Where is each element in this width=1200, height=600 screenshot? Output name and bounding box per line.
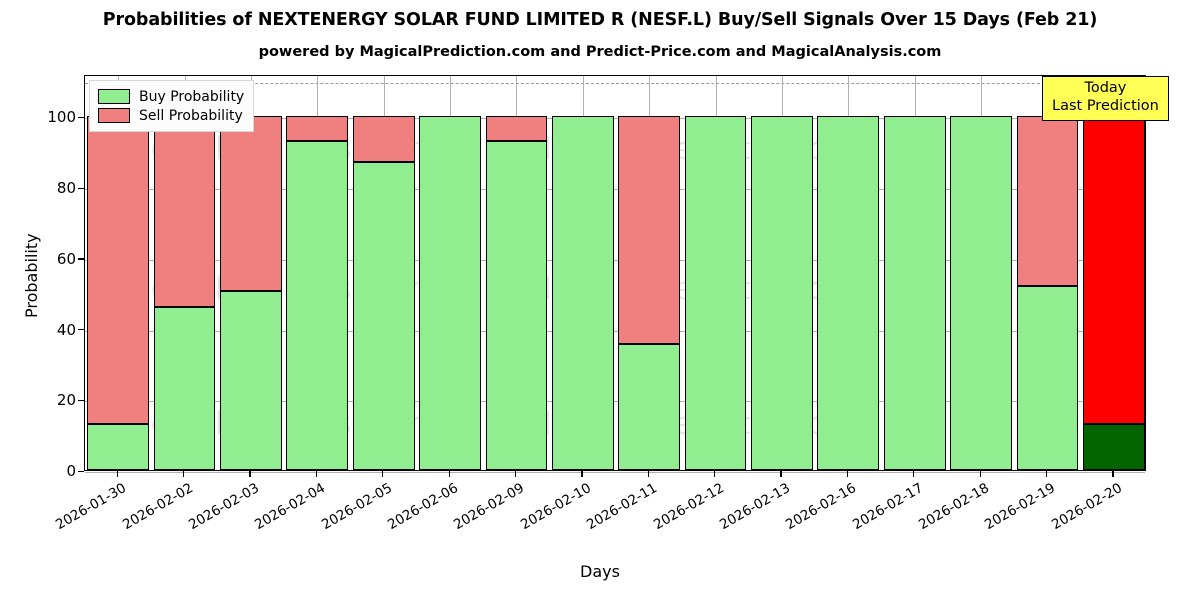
grid-line-horizontal	[85, 472, 1145, 473]
bar-segment-buy	[352, 162, 415, 470]
bar-segment-sell	[485, 116, 548, 142]
x-axis-tick-mark	[581, 471, 583, 477]
y-axis-tick-mark	[78, 399, 84, 401]
bar-2026-02-09[interactable]	[485, 74, 548, 470]
x-axis-tick-mark	[913, 471, 915, 477]
bar-segment-buy	[220, 291, 282, 470]
bar-segment-buy	[286, 141, 349, 470]
bar-2026-01-30[interactable]	[87, 74, 150, 470]
legend-label-buy: Buy Probability	[139, 88, 245, 105]
bar-2026-02-05[interactable]	[352, 74, 415, 470]
bar-2026-02-20[interactable]	[1082, 74, 1145, 470]
today-annotation-line1: Today	[1084, 80, 1127, 96]
bar-2026-02-04[interactable]	[286, 74, 349, 470]
x-axis-label: Days	[580, 562, 620, 581]
legend-label-sell: Sell Probability	[139, 107, 243, 124]
bar-segment-buy	[1016, 286, 1079, 470]
bar-segment-buy	[153, 307, 216, 470]
x-axis-tick-mark	[1045, 471, 1048, 477]
bar-segment-buy	[883, 116, 946, 470]
grid-line-horizontal	[85, 259, 1145, 261]
chart-legend: Buy Probability Sell Probability	[89, 80, 255, 132]
x-axis-tick-mark	[1112, 471, 1114, 477]
bar-segment-sell	[352, 116, 415, 163]
y-axis-tick-mark	[78, 329, 84, 331]
grid-line-horizontal	[85, 189, 1145, 191]
bar-segment-sell	[220, 116, 282, 292]
bar-2026-02-06[interactable]	[419, 74, 481, 470]
legend-swatch-sell	[98, 108, 130, 123]
bar-segment-sell	[87, 116, 150, 425]
bar-2026-02-03[interactable]	[220, 74, 282, 470]
grid-line-horizontal	[85, 118, 1145, 120]
bar-2026-02-10[interactable]	[551, 74, 614, 470]
x-axis-tick-mark	[315, 471, 317, 477]
x-axis-tick-mark	[382, 471, 384, 477]
bar-segment-sell	[286, 116, 349, 142]
grid-line-horizontal	[85, 330, 1145, 332]
bar-segment-buy	[1082, 424, 1145, 470]
bar-segment-sell	[618, 116, 681, 345]
chart-title: Probabilities of NEXTENERGY SOLAR FUND L…	[102, 10, 1098, 30]
bar-2026-02-19[interactable]	[1016, 74, 1079, 470]
legend-item-buy: Buy Probability	[98, 87, 244, 106]
legend-swatch-buy	[98, 89, 130, 104]
x-axis-tick-mark	[979, 471, 981, 477]
bar-2026-02-13[interactable]	[751, 74, 813, 470]
x-axis-tick-mark	[183, 471, 185, 477]
bar-segment-buy	[618, 344, 681, 470]
bar-2026-02-16[interactable]	[817, 74, 880, 470]
y-axis-tick-label: 20	[56, 391, 76, 410]
bar-segment-buy	[485, 141, 548, 470]
bar-segment-sell	[1082, 116, 1145, 425]
bar-segment-buy	[87, 424, 150, 470]
y-axis-tick-mark	[78, 116, 84, 119]
bar-2026-02-18[interactable]	[950, 74, 1012, 470]
bar-segment-sell	[1016, 116, 1079, 287]
bar-segment-buy	[817, 116, 880, 470]
bar-2026-02-12[interactable]	[684, 74, 747, 470]
y-axis-tick-label: 80	[56, 179, 76, 198]
today-annotation: Today Last Prediction	[1042, 76, 1169, 122]
bar-segment-buy	[751, 116, 813, 470]
grid-line-horizontal	[85, 401, 1145, 403]
today-annotation-line2: Last Prediction	[1052, 97, 1159, 114]
reference-dashed-line	[85, 83, 1145, 85]
y-axis-tick-label: 0	[66, 462, 76, 480]
y-axis-tick-mark	[78, 187, 84, 189]
y-axis-tick-mark	[78, 470, 84, 472]
bar-2026-02-17[interactable]	[883, 74, 946, 470]
y-axis-tick-label: 40	[56, 320, 76, 339]
x-axis-tick-mark	[116, 471, 118, 477]
x-axis-tick-mark	[249, 471, 251, 477]
bar-2026-02-11[interactable]	[618, 74, 681, 470]
x-axis-tick-mark	[846, 471, 848, 477]
bar-segment-buy	[684, 116, 747, 470]
chart-subtitle: powered by MagicalPrediction.com and Pre…	[258, 44, 942, 60]
y-axis-tick-label: 60	[56, 249, 76, 268]
bar-2026-02-02[interactable]	[153, 74, 216, 470]
legend-item-sell: Sell Probability	[98, 106, 244, 125]
bar-segment-buy	[419, 116, 481, 470]
x-axis-tick-mark	[514, 471, 517, 477]
y-axis-tick-mark	[78, 258, 84, 260]
x-axis-tick-mark	[448, 471, 450, 477]
plot-area: MagicalAnalysis.comMagicalPrediction.com…	[84, 74, 1146, 473]
y-axis-label: Probability	[22, 233, 41, 318]
x-axis-tick-mark	[780, 471, 782, 477]
x-axis-tick-mark	[647, 471, 649, 477]
y-axis-tick-label: 100	[47, 108, 76, 127]
x-axis-tick-mark	[714, 471, 716, 477]
bar-segment-buy	[950, 116, 1012, 470]
bar-segment-buy	[551, 116, 614, 470]
bar-segment-sell	[153, 116, 216, 308]
